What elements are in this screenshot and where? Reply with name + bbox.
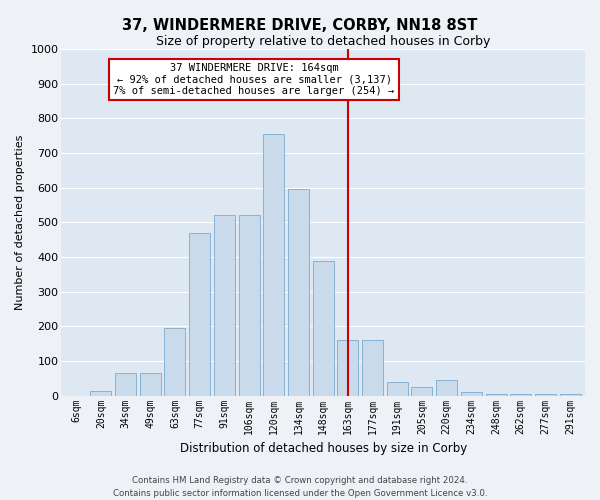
Bar	[313, 260, 334, 396]
Bar	[485, 394, 506, 396]
X-axis label: Distribution of detached houses by size in Corby: Distribution of detached houses by size …	[179, 442, 467, 455]
Text: Contains HM Land Registry data © Crown copyright and database right 2024.
Contai: Contains HM Land Registry data © Crown c…	[113, 476, 487, 498]
Bar	[263, 134, 284, 396]
Bar	[239, 216, 260, 396]
Title: Size of property relative to detached houses in Corby: Size of property relative to detached ho…	[156, 35, 490, 48]
Bar	[461, 392, 482, 396]
Bar	[560, 394, 581, 396]
Bar	[412, 387, 433, 396]
Bar	[140, 373, 161, 396]
Bar	[214, 216, 235, 396]
Y-axis label: Number of detached properties: Number of detached properties	[15, 134, 25, 310]
Bar	[91, 392, 112, 396]
Bar	[115, 373, 136, 396]
Bar	[288, 190, 309, 396]
Bar	[337, 340, 358, 396]
Text: 37 WINDERMERE DRIVE: 164sqm
← 92% of detached houses are smaller (3,137)
7% of s: 37 WINDERMERE DRIVE: 164sqm ← 92% of det…	[113, 63, 395, 96]
Bar	[164, 328, 185, 396]
Bar	[436, 380, 457, 396]
Text: 37, WINDERMERE DRIVE, CORBY, NN18 8ST: 37, WINDERMERE DRIVE, CORBY, NN18 8ST	[122, 18, 478, 32]
Bar	[535, 394, 556, 396]
Bar	[189, 233, 210, 396]
Bar	[510, 394, 531, 396]
Bar	[387, 382, 408, 396]
Bar	[362, 340, 383, 396]
